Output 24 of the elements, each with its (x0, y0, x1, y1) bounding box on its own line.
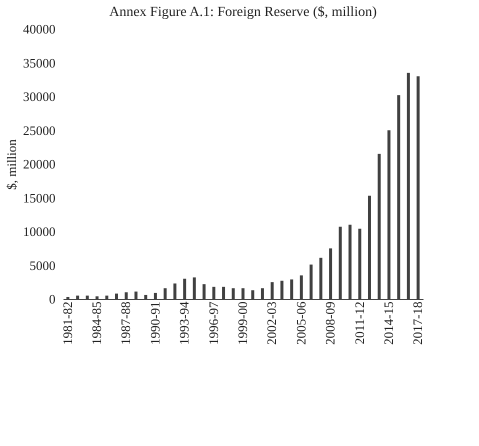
x-tick-label: 2008-09 (322, 302, 338, 345)
y-tick-label: 20000 (23, 156, 56, 172)
y-tick-label: 40000 (23, 22, 56, 36)
y-tick-label: 15000 (23, 190, 56, 206)
x-tick-label: 2005-06 (293, 301, 308, 345)
x-tick-label: 2014-15 (380, 302, 396, 345)
chart-title: Annex Figure A.1: Foreign Reserve ($, million) (109, 5, 378, 20)
x-tick-label: 1993-94 (176, 301, 192, 345)
y-tick-label: 25000 (23, 122, 56, 138)
x-tick-label: 1999-00 (235, 302, 250, 345)
x-tick-label: 1984-85 (89, 302, 104, 345)
y-tick-label: 10000 (23, 224, 56, 239)
x-tick-label: 1990-91 (147, 302, 162, 345)
x-tick-label: 2017-18 (410, 302, 426, 345)
x-tick-label: 1996-97 (206, 301, 221, 345)
x-tick-label: 1981-82 (60, 302, 75, 345)
y-tick-label: 35000 (23, 55, 56, 70)
y-tick-label: 30000 (23, 89, 56, 104)
x-tick-label: 2002-03 (264, 302, 280, 345)
y-axis-title: $, million (4, 138, 19, 190)
y-tick-label: 0 (49, 292, 56, 306)
x-tick-label: 1987-88 (118, 302, 134, 345)
x-tick-label: 2011-12 (352, 302, 367, 344)
y-tick-label: 5000 (30, 258, 56, 273)
